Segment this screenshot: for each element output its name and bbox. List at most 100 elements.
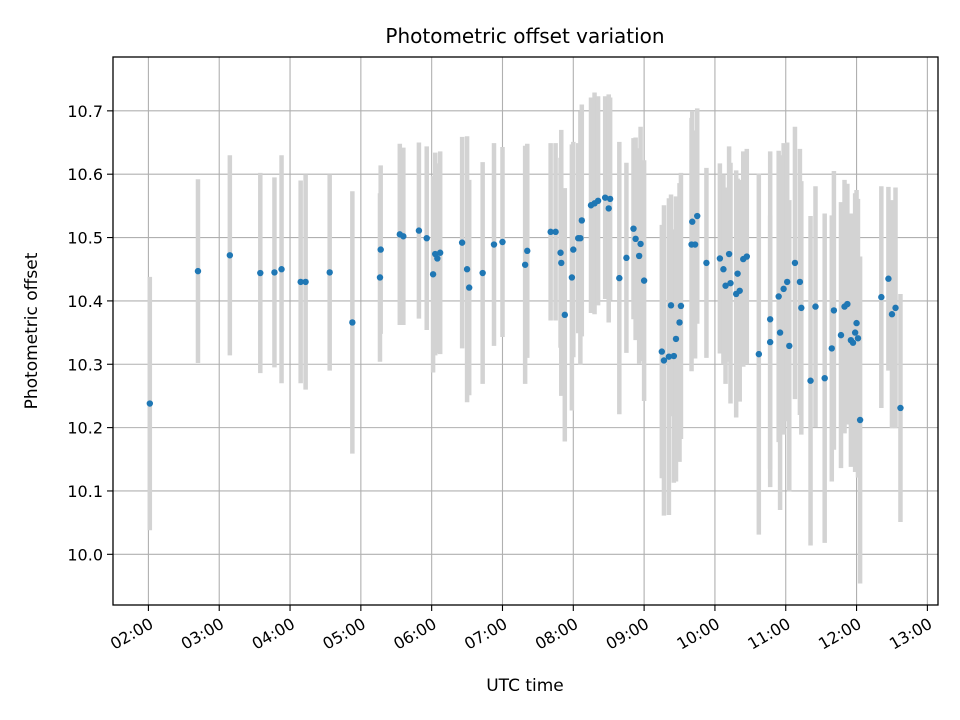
data-point xyxy=(561,311,569,319)
data-point xyxy=(463,266,471,273)
data-point xyxy=(601,194,609,201)
data-point xyxy=(326,269,333,276)
data-point xyxy=(670,352,678,360)
data-point xyxy=(637,240,644,248)
data-point xyxy=(856,416,864,424)
data-point xyxy=(458,239,466,246)
data-point xyxy=(146,400,154,407)
data-point xyxy=(885,275,892,282)
data-point xyxy=(830,307,838,314)
data-point xyxy=(676,319,683,326)
y-tick-label: 10.2 xyxy=(67,419,103,438)
data-point xyxy=(791,259,799,267)
data-point xyxy=(632,235,639,243)
data-point xyxy=(616,274,623,282)
data-point xyxy=(892,304,899,312)
y-axis-ticks: 10.0 10.1 10.2 10.3 10.4 10.5 10.6 10.7 xyxy=(67,102,113,564)
data-point xyxy=(780,285,787,293)
data-point xyxy=(807,377,814,384)
data-point xyxy=(194,267,202,275)
y-tick-label: 10.1 xyxy=(67,482,103,501)
data-point xyxy=(766,338,774,346)
data-point xyxy=(635,252,643,260)
data-point xyxy=(851,329,859,336)
data-point xyxy=(716,255,724,262)
data-points xyxy=(146,194,904,424)
data-point xyxy=(429,271,437,278)
data-point xyxy=(854,335,862,342)
data-point xyxy=(490,241,498,248)
data-point xyxy=(755,350,763,358)
data-point xyxy=(570,246,577,253)
data-point xyxy=(776,329,784,336)
data-point xyxy=(897,404,904,412)
data-point xyxy=(606,195,614,203)
y-axis-label: Photometric offset xyxy=(22,252,42,409)
data-point xyxy=(640,277,648,284)
data-point xyxy=(605,205,612,212)
data-point xyxy=(415,227,423,234)
data-point xyxy=(667,302,675,309)
data-point xyxy=(775,293,782,300)
data-point xyxy=(853,319,860,327)
data-point xyxy=(677,302,685,310)
data-point xyxy=(499,238,506,246)
data-point xyxy=(798,304,805,312)
data-point xyxy=(812,303,819,310)
data-point xyxy=(720,266,727,273)
y-tick-label: 10.0 xyxy=(67,545,103,564)
data-point xyxy=(302,278,309,286)
data-point xyxy=(434,255,441,262)
data-point xyxy=(594,197,602,205)
y-tick-label: 10.4 xyxy=(67,292,103,311)
data-point xyxy=(722,282,729,289)
data-point xyxy=(547,228,554,236)
data-point xyxy=(466,284,473,291)
data-point xyxy=(734,270,741,277)
data-point xyxy=(725,250,733,258)
data-point xyxy=(376,274,384,281)
data-point xyxy=(736,287,743,294)
data-point xyxy=(297,278,304,286)
data-point xyxy=(257,269,264,277)
data-point xyxy=(479,269,486,277)
data-point xyxy=(226,252,234,259)
data-point xyxy=(521,261,529,268)
data-point xyxy=(727,279,734,287)
data-point xyxy=(578,217,585,224)
data-point xyxy=(691,241,699,248)
data-point xyxy=(349,319,356,326)
data-point xyxy=(377,246,384,253)
x-axis-label: UTC time xyxy=(486,676,564,696)
data-point xyxy=(786,342,793,350)
data-point xyxy=(703,259,710,267)
data-point xyxy=(828,345,835,352)
data-point xyxy=(623,254,630,262)
data-point xyxy=(558,259,565,267)
data-point xyxy=(568,274,576,281)
data-point xyxy=(844,300,851,308)
data-point xyxy=(577,234,584,242)
data-point xyxy=(796,278,804,286)
data-point xyxy=(689,218,696,225)
data-point xyxy=(837,331,845,339)
data-point xyxy=(552,228,559,236)
plot-frame xyxy=(112,56,939,606)
data-point xyxy=(557,249,564,256)
data-point xyxy=(630,225,637,232)
chart-title: Photometric offset variation xyxy=(385,24,664,48)
data-point xyxy=(660,357,668,364)
data-point xyxy=(821,374,828,382)
data-point xyxy=(436,249,444,256)
data-point xyxy=(888,311,896,318)
data-point xyxy=(743,253,750,260)
data-point xyxy=(665,353,673,360)
data-point xyxy=(524,247,531,255)
data-point xyxy=(271,269,278,276)
data-point xyxy=(766,316,774,323)
data-point xyxy=(423,234,430,242)
data-point xyxy=(783,278,791,286)
y-tick-label: 10.5 xyxy=(67,229,103,248)
data-point xyxy=(658,348,666,355)
